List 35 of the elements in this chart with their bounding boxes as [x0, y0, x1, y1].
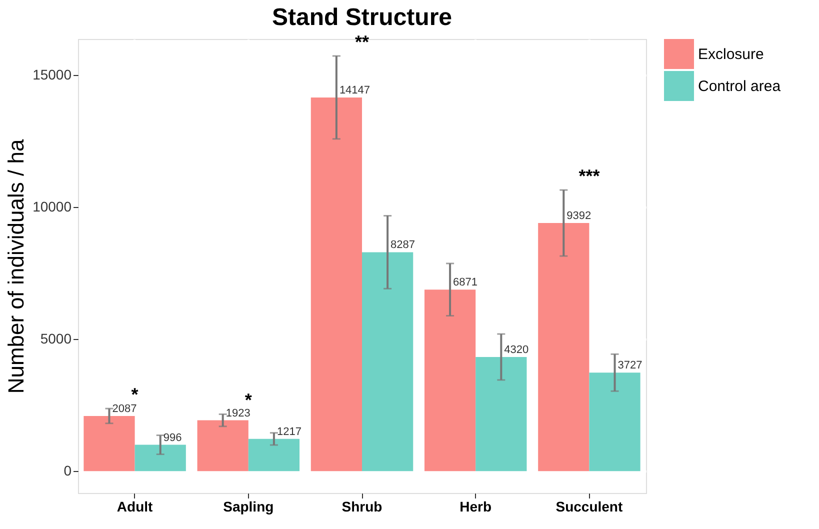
bar	[197, 420, 248, 472]
data-label: 4320	[504, 344, 529, 356]
bar	[476, 356, 527, 472]
bar	[84, 416, 135, 472]
x-tick-label: Shrub	[342, 498, 382, 514]
data-label: 996	[163, 432, 182, 444]
y-axis-title: Number of individuals / ha	[4, 138, 29, 394]
data-label: 14147	[339, 84, 370, 96]
bar	[134, 444, 186, 472]
chart-title: Stand Structure	[272, 4, 452, 31]
bar	[362, 252, 414, 472]
y-tick-label: 10000	[32, 198, 72, 214]
bar	[538, 223, 590, 472]
data-label: 3727	[618, 360, 642, 372]
bar	[589, 372, 640, 472]
x-tick-label: Herb	[460, 498, 492, 514]
data-label: 1217	[276, 426, 302, 438]
x-tick-label: Adult	[116, 498, 154, 514]
x-tick-label: Sapling	[223, 498, 274, 514]
data-label: 8287	[390, 239, 416, 252]
data-label: 6871	[453, 276, 478, 289]
y-tick-label: 5000	[40, 330, 72, 347]
bar	[424, 290, 476, 472]
legend-label: Control area	[698, 78, 782, 95]
data-label: 9392	[566, 210, 592, 222]
y-tick-label: 15000	[32, 66, 72, 82]
legend-label: Exclosure	[698, 46, 764, 63]
data-label: 2087	[112, 402, 137, 415]
annotation: **	[354, 32, 370, 52]
y-tick-label: 0	[64, 462, 72, 479]
x-tick-label: Succulent	[556, 498, 623, 514]
annotation: ***	[578, 166, 600, 186]
bar	[248, 438, 300, 472]
bar	[310, 97, 362, 472]
annotation: *	[131, 384, 138, 405]
